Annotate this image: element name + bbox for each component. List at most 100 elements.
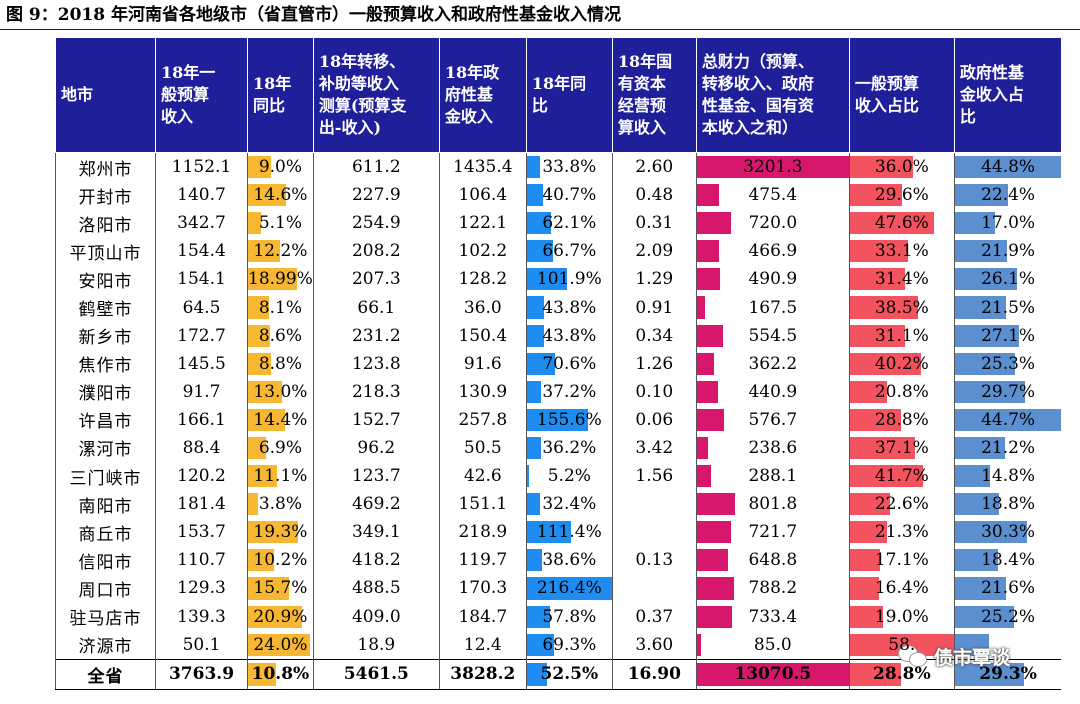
- fund-share-value: 29.7%: [981, 381, 1036, 402]
- fund-cell: 12.4: [438, 630, 527, 660]
- budget-share-cell: 28.8%: [848, 405, 955, 434]
- fund-value: 150.4: [458, 325, 508, 346]
- fund-share-cell: 21.6%: [953, 574, 1062, 603]
- fund-share-value: 17.0%: [981, 213, 1036, 234]
- total-value: 576.7: [748, 409, 798, 430]
- budget-cell: 50.1: [155, 630, 248, 660]
- fund-yoy-bar: [526, 324, 545, 347]
- transfer-value: 231.2: [351, 325, 401, 346]
- fund-cell: 170.3: [438, 574, 527, 603]
- capital-value: 0.48: [635, 185, 674, 206]
- col-header-budget-yoy: 18年 同比: [247, 37, 314, 153]
- table-row: 漯河市 88.4 6.9% 96.2 50.5 36.2% 3.42 238.6 37.1% 21…: [55, 433, 1062, 463]
- capital-value: 0.13: [635, 550, 674, 571]
- city-value: 新乡市: [78, 328, 133, 349]
- budget-yoy-cell: 15.7%: [247, 574, 314, 603]
- capital-cell: 1.29: [611, 265, 697, 294]
- fund-value: 170.3: [458, 578, 508, 599]
- fund-value: 184.7: [458, 606, 508, 627]
- table-row: 鹤壁市 64.5 8.1% 66.1 36.0 43.8% 0.91 167.5 38.5% 21…: [55, 293, 1062, 322]
- fund-yoy-bar: [526, 380, 542, 403]
- col-header-city: 地市: [55, 37, 156, 153]
- fund-yoy-cell: 38.6%: [525, 546, 613, 575]
- city-cell: 全省: [55, 658, 156, 690]
- fund-share-cell: 18.8%: [953, 490, 1062, 519]
- fund-yoy-value: 155.6%: [536, 409, 602, 430]
- fund-share-cell: 27.1%: [953, 321, 1062, 350]
- city-value: 洛阳市: [78, 215, 133, 236]
- total-bar: [696, 184, 720, 207]
- transfer-value: 409.0: [351, 606, 401, 627]
- budget-yoy-cell: 10.2%: [247, 546, 314, 575]
- budget-cell: 154.4: [155, 237, 248, 266]
- total-bar: [696, 156, 849, 179]
- total-value: 288.1: [748, 466, 798, 487]
- budget-share-cell: 38.5%: [848, 293, 955, 322]
- fund-yoy-value: 62.1%: [542, 213, 597, 234]
- budget-value: 153.7: [177, 522, 226, 543]
- capital-cell: 0.48: [611, 181, 697, 210]
- total-bar: [696, 633, 701, 656]
- total-bar: [696, 549, 728, 572]
- budget-share-cell: 37.1%: [848, 433, 955, 463]
- budget-share-value: 31.1%: [874, 325, 929, 346]
- budget-cell: 140.7: [155, 181, 248, 210]
- title-rule: [0, 29, 1080, 30]
- capital-cell: 0.91: [611, 293, 697, 322]
- capital-cell: 0.10: [611, 377, 697, 406]
- budget-share-cell: 36.0%: [848, 152, 955, 182]
- transfer-cell: 349.1: [312, 518, 440, 547]
- budget-share-value: 36.0%: [874, 157, 929, 178]
- city-cell: 安阳市: [55, 265, 156, 294]
- fund-yoy-value: 37.2%: [542, 381, 597, 402]
- budget-value: 120.2: [177, 466, 226, 487]
- capital-value: 1.56: [635, 466, 674, 487]
- fund-cell: 184.7: [438, 602, 527, 631]
- total-cell: 475.4: [695, 181, 850, 210]
- capital-cell: 0.37: [611, 602, 697, 631]
- transfer-value: 254.9: [351, 213, 401, 234]
- city-cell: 漯河市: [55, 433, 156, 463]
- budget-share-cell: 16.4%: [848, 574, 955, 603]
- transfer-value: 208.2: [351, 241, 401, 262]
- budget-yoy-value: 8.8%: [258, 353, 303, 374]
- budget-share-cell: 33.1%: [848, 237, 955, 266]
- fund-share-bar: [954, 605, 1015, 628]
- city-value: 平顶山市: [69, 243, 142, 264]
- budget-yoy-cell: 20.9%: [247, 602, 314, 631]
- total-bar: [696, 268, 721, 291]
- budget-yoy-cell: 11.1%: [247, 462, 314, 491]
- table-row: 信阳市 110.7 10.2% 418.2 119.7 38.6% 0.13 648.8 17.…: [55, 546, 1062, 575]
- fund-yoy-cell: 57.8%: [525, 602, 613, 631]
- budget-share-bar: [849, 549, 881, 572]
- capital-value: 0.37: [635, 606, 674, 627]
- budget-yoy-bar: [248, 408, 286, 431]
- budget-value: 172.7: [177, 325, 226, 346]
- budget-yoy-value: 5.1%: [258, 213, 303, 234]
- fund-yoy-value: 33.8%: [542, 157, 597, 178]
- budget-share-value: 21.3%: [874, 522, 929, 543]
- transfer-value: 96.2: [357, 437, 396, 458]
- col-header-fund-yoy: 18年同 比: [525, 37, 613, 153]
- city-cell: 濮阳市: [55, 377, 156, 406]
- fund-cell: 151.1: [438, 490, 527, 519]
- transfer-value: 349.1: [351, 522, 401, 543]
- budget-share-bar: [849, 212, 934, 235]
- total-value: 490.9: [748, 269, 798, 290]
- budget-cell: 91.7: [155, 377, 248, 406]
- capital-value: 2.09: [635, 241, 674, 262]
- capital-cell: [611, 490, 697, 519]
- city-value: 鹤壁市: [78, 300, 133, 321]
- fund-share-cell: 17.0%: [953, 209, 1062, 238]
- fund-share-value: 21.5%: [981, 297, 1036, 318]
- city-cell: 开封市: [55, 181, 156, 210]
- fund-yoy-bar: [526, 549, 543, 572]
- city-cell: 许昌市: [55, 405, 156, 434]
- total-value: 733.4: [748, 606, 798, 627]
- fund-share-bar: [954, 352, 1015, 375]
- city-cell: 周口市: [55, 574, 156, 603]
- fund-share-cell: 21.5%: [953, 293, 1062, 322]
- total-value: 3201.3: [743, 157, 803, 178]
- transfer-value: 469.2: [351, 494, 401, 515]
- budget-share-bar: [849, 662, 901, 686]
